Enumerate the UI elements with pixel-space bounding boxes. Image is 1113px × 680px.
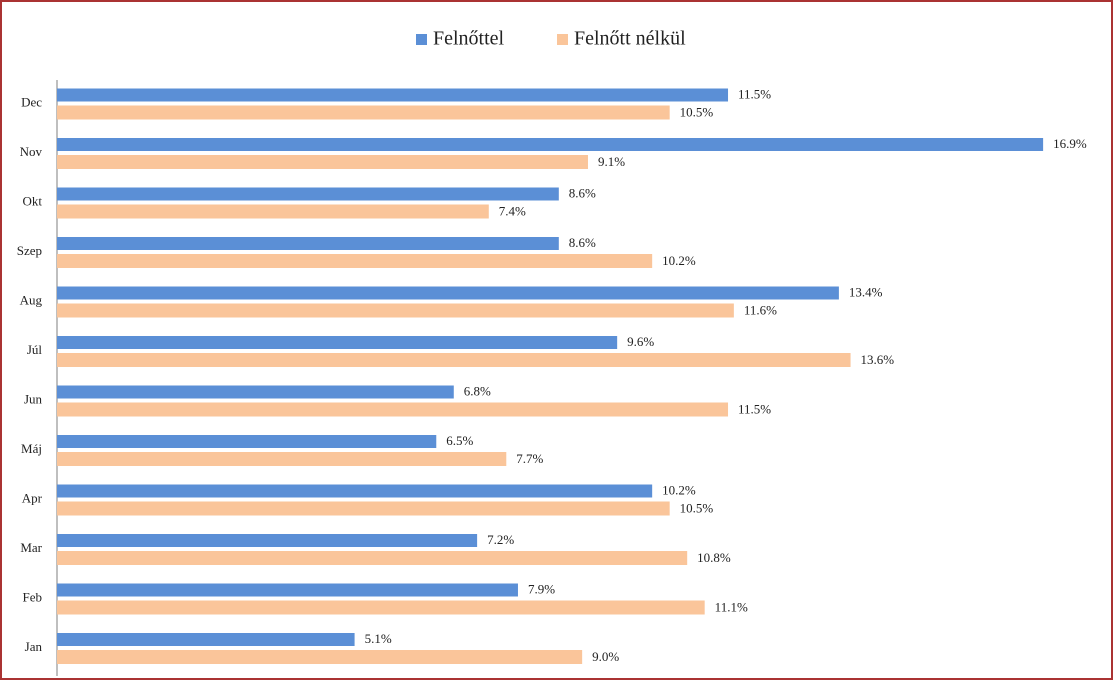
legend-swatch xyxy=(416,34,427,45)
value-label: 8.6% xyxy=(569,185,596,200)
bar xyxy=(57,155,588,169)
bar xyxy=(57,650,583,664)
bar xyxy=(57,633,355,646)
bar xyxy=(57,254,653,268)
y-tick-label: Apr xyxy=(22,490,43,505)
value-label: 10.8% xyxy=(697,550,731,565)
value-label: 16.9% xyxy=(1053,136,1087,151)
y-tick-label: Júl xyxy=(27,342,43,357)
value-label: 6.8% xyxy=(464,383,491,398)
y-tick-label: Dec xyxy=(21,94,42,109)
value-label: 13.4% xyxy=(849,284,883,299)
bar xyxy=(57,600,705,615)
bar xyxy=(57,501,670,516)
value-label: 9.6% xyxy=(627,334,654,349)
value-label: 9.1% xyxy=(598,154,625,169)
value-label: 10.5% xyxy=(680,500,714,515)
bar xyxy=(57,204,489,219)
value-label: 11.1% xyxy=(715,599,748,614)
value-label: 6.5% xyxy=(446,433,473,448)
bar xyxy=(57,452,507,466)
bar xyxy=(57,138,1044,151)
value-label: 10.2% xyxy=(662,482,696,497)
y-tick-label: Jan xyxy=(25,639,43,654)
value-label: 13.6% xyxy=(861,352,895,367)
value-label: 11.5% xyxy=(738,86,771,101)
bar xyxy=(57,385,454,399)
y-tick-label: Feb xyxy=(23,589,43,604)
y-tick-label: Jun xyxy=(24,391,43,406)
bar xyxy=(57,534,478,547)
y-tick-label: Máj xyxy=(21,441,42,456)
y-tick-label: Aug xyxy=(20,292,43,307)
value-label: 10.2% xyxy=(662,253,696,268)
legend-label: Felnőttel xyxy=(433,28,505,50)
legend-swatch xyxy=(557,34,568,45)
bar xyxy=(57,583,518,597)
bar xyxy=(57,551,688,565)
y-tick-label: Okt xyxy=(23,193,43,208)
bar xyxy=(57,484,653,498)
value-label: 10.5% xyxy=(680,104,714,119)
value-label: 9.0% xyxy=(592,649,619,664)
bar xyxy=(57,286,839,300)
value-label: 8.6% xyxy=(569,235,596,250)
y-tick-label: Mar xyxy=(20,540,42,555)
bar xyxy=(57,402,729,417)
value-label: 11.5% xyxy=(738,401,771,416)
value-label: 7.7% xyxy=(516,451,543,466)
y-tick-label: Nov xyxy=(20,144,43,159)
y-tick-label: Szep xyxy=(17,243,42,258)
bar xyxy=(57,435,437,448)
value-label: 5.1% xyxy=(365,631,392,646)
legend-label: Felnőtt nélkül xyxy=(574,28,686,50)
value-label: 11.6% xyxy=(744,302,777,317)
bar xyxy=(57,237,559,250)
bar xyxy=(57,88,729,102)
bar xyxy=(57,353,851,367)
value-label: 7.4% xyxy=(499,203,526,218)
bar xyxy=(57,105,670,120)
value-label: 7.2% xyxy=(487,532,514,547)
bar xyxy=(57,187,559,201)
bar xyxy=(57,303,734,318)
value-label: 7.9% xyxy=(528,581,555,596)
bar xyxy=(57,336,618,349)
